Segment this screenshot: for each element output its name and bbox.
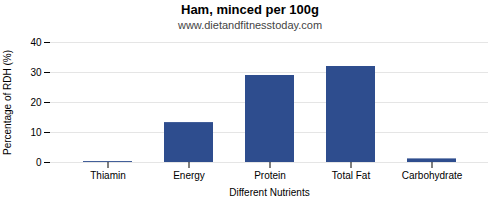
svg-text:Percentage of RDH (%): Percentage of RDH (%) [2, 50, 13, 155]
svg-text:30: 30 [30, 67, 42, 78]
svg-text:Different Nutrients: Different Nutrients [229, 187, 309, 198]
html-text:www.dietandfitnesstoday.com: www.dietandfitnesstoday.com [178, 19, 322, 31]
html-text:Ham, minced per 100g: Ham, minced per 100g [181, 2, 319, 17]
svg-text:40: 40 [30, 37, 42, 48]
svg-text:20: 20 [30, 97, 42, 108]
svg-text:0: 0 [36, 157, 42, 168]
svg-text:Protein: Protein [254, 170, 286, 181]
svg-text:Thiamin: Thiamin [90, 170, 126, 181]
svg-text:Carbohydrate: Carbohydrate [402, 170, 463, 181]
svg-text:Energy: Energy [173, 170, 205, 181]
svg-text:10: 10 [30, 127, 42, 138]
svg-text:Total Fat: Total Fat [332, 170, 371, 181]
